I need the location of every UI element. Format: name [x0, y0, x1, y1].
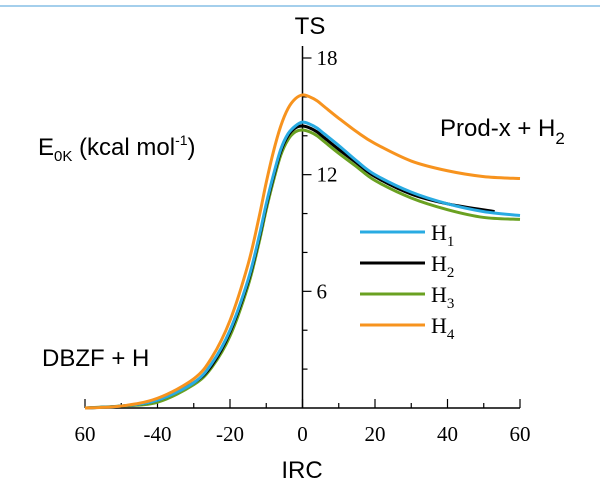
x-axis-title: IRC: [281, 457, 322, 484]
x-tick-label: 60: [510, 422, 531, 446]
x-tick-label: 0: [297, 422, 308, 446]
y-tick-labels: 6 12 18: [317, 46, 338, 303]
reactant-annotation: DBZF + H: [42, 345, 149, 372]
y-axis: 6 12 18: [301, 46, 338, 408]
y-axis-title: E0K (kcal mol-1): [38, 132, 196, 165]
x-tick-label: -40: [144, 422, 172, 446]
x-tick-label: 60: [75, 422, 96, 446]
x-tick-label: -20: [216, 422, 244, 446]
y-ticks: [302, 57, 312, 370]
legend-label-h1: H1: [431, 220, 454, 250]
legend-label-h2: H2: [431, 251, 454, 281]
legend-label-h4: H4: [431, 313, 455, 343]
x-axis: 60 -40 -20 0 20 40 60: [75, 399, 531, 446]
legend-label-h3: H3: [431, 282, 454, 312]
y-tick-label: 6: [317, 279, 328, 303]
series-lines: [84, 93, 521, 410]
y-tick-label: 18: [317, 46, 338, 70]
x-tick-labels: 60 -40 -20 0 20 40 60: [75, 422, 531, 446]
x-tick-label: 40: [437, 422, 458, 446]
y-tick-label: 12: [317, 163, 338, 187]
series-line-h4: [84, 93, 521, 410]
product-annotation: Prod-x + H2: [440, 115, 565, 148]
x-tick-label: 20: [365, 422, 386, 446]
ts-label: TS: [295, 13, 326, 40]
series-line-h1: [84, 120, 521, 410]
